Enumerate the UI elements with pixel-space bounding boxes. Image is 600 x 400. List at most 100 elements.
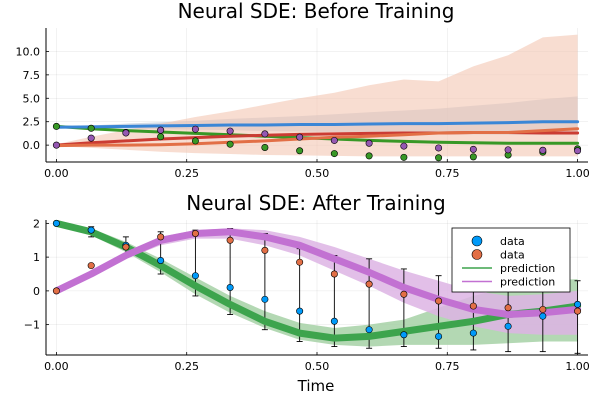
data-point [365,152,373,160]
y-tick-label: 5.0 [23,92,41,105]
x-tick-label: 0.25 [174,360,199,373]
data-point [261,143,269,151]
data-point [261,246,269,254]
legend-entry: data [471,249,525,262]
data-point [52,141,60,149]
data-point [469,153,477,161]
data-point [469,145,477,153]
data-point [52,287,60,295]
legend-label: prediction [500,262,555,275]
x-tick-label: 1.00 [565,360,590,373]
data-point [191,272,199,280]
x-tick-label: 0.00 [44,167,69,180]
data-point [365,326,373,334]
y-tick-label: 0 [33,285,40,298]
data-point [574,147,582,155]
bottom-chart-title: Neural SDE: After Training [186,191,445,215]
data-point [157,233,165,241]
data-point [400,331,408,339]
data-point [539,146,547,154]
data-point [400,290,408,298]
data-point [87,226,95,234]
legend-marker [471,249,483,260]
series-line-prediction [52,228,582,318]
data-point [539,312,547,320]
y-tick-label: 10.0 [16,45,41,58]
x-tick-label: 0.50 [305,360,330,373]
data-point [157,133,165,141]
legend-label: data [500,235,525,248]
data-point [87,124,95,132]
data-point [296,133,304,141]
top-prediction-lines [54,120,580,148]
data-point [296,307,304,315]
x-tick-label: 0.75 [435,360,460,373]
data-point [296,147,304,155]
data-point [261,130,269,138]
x-tick-label: 0.75 [435,167,460,180]
data-point [191,230,199,238]
top-panel: Neural SDE: Before Training 0.00 0.25 0.50… [16,0,590,180]
data-point [504,146,512,154]
data-point [157,256,165,264]
top-data-points [52,122,582,162]
y-tick-label: 0.0 [23,139,41,152]
top-tick-labels: 0.00 0.25 0.50 0.75 1.00 0.0 2.5 5.0 7.5 10.0 [16,45,590,180]
legend-entry: prediction [462,276,555,289]
data-point [435,154,443,162]
legend-entry: data [471,235,525,248]
data-point [435,332,443,340]
data-point [226,140,234,148]
data-point [469,329,477,337]
data-point [365,139,373,147]
y-tick-label: 1 [33,251,40,264]
data-point [435,144,443,152]
legend-entry: prediction [462,262,555,275]
y-tick-label: 7.5 [23,69,41,82]
top-chart-title: Neural SDE: Before Training [178,0,455,23]
data-point [330,317,338,325]
data-point [504,304,512,312]
data-point [469,302,477,310]
legend-label: prediction [500,276,555,289]
data-point [296,258,304,266]
data-point [226,127,234,135]
data-point [574,307,582,315]
bottom-panel: Neural SDE: After Training 0.00 0.25 0.50 0… [24,191,590,395]
data-point [330,136,338,144]
data-point [574,300,582,308]
data-point [157,126,165,134]
data-point [261,295,269,303]
data-point [330,150,338,158]
data-point [365,280,373,288]
data-point [87,262,95,270]
data-point [122,243,130,251]
series-line-ensemble-mean [54,120,580,129]
data-point [400,142,408,150]
x-tick-label: 0.50 [305,167,330,180]
data-point [400,153,408,161]
bottom-tick-labels: 0.00 0.25 0.50 0.75 1.00 −1 0 1 2 [24,217,590,373]
y-tick-label: −1 [24,319,40,332]
data-point [226,283,234,291]
data-point [191,137,199,145]
data-point [122,129,130,137]
y-tick-label: 2.5 [23,116,41,129]
data-point [435,297,443,305]
data-point [87,134,95,142]
data-point [504,322,512,330]
y-tick-label: 2 [33,217,40,230]
band-prediction [56,228,578,335]
x-axis-label: Time [297,377,335,395]
legend-label: data [500,249,525,262]
bottom-uncertainty-bands [56,223,578,347]
series-line-prediction [52,219,582,342]
series-line-ensemble-mean-2 [54,127,580,148]
bottom-prediction-lines [52,219,582,342]
data-point [191,125,199,133]
legend-marker [471,235,483,247]
x-tick-label: 0.00 [44,360,69,373]
data-point [539,305,547,313]
